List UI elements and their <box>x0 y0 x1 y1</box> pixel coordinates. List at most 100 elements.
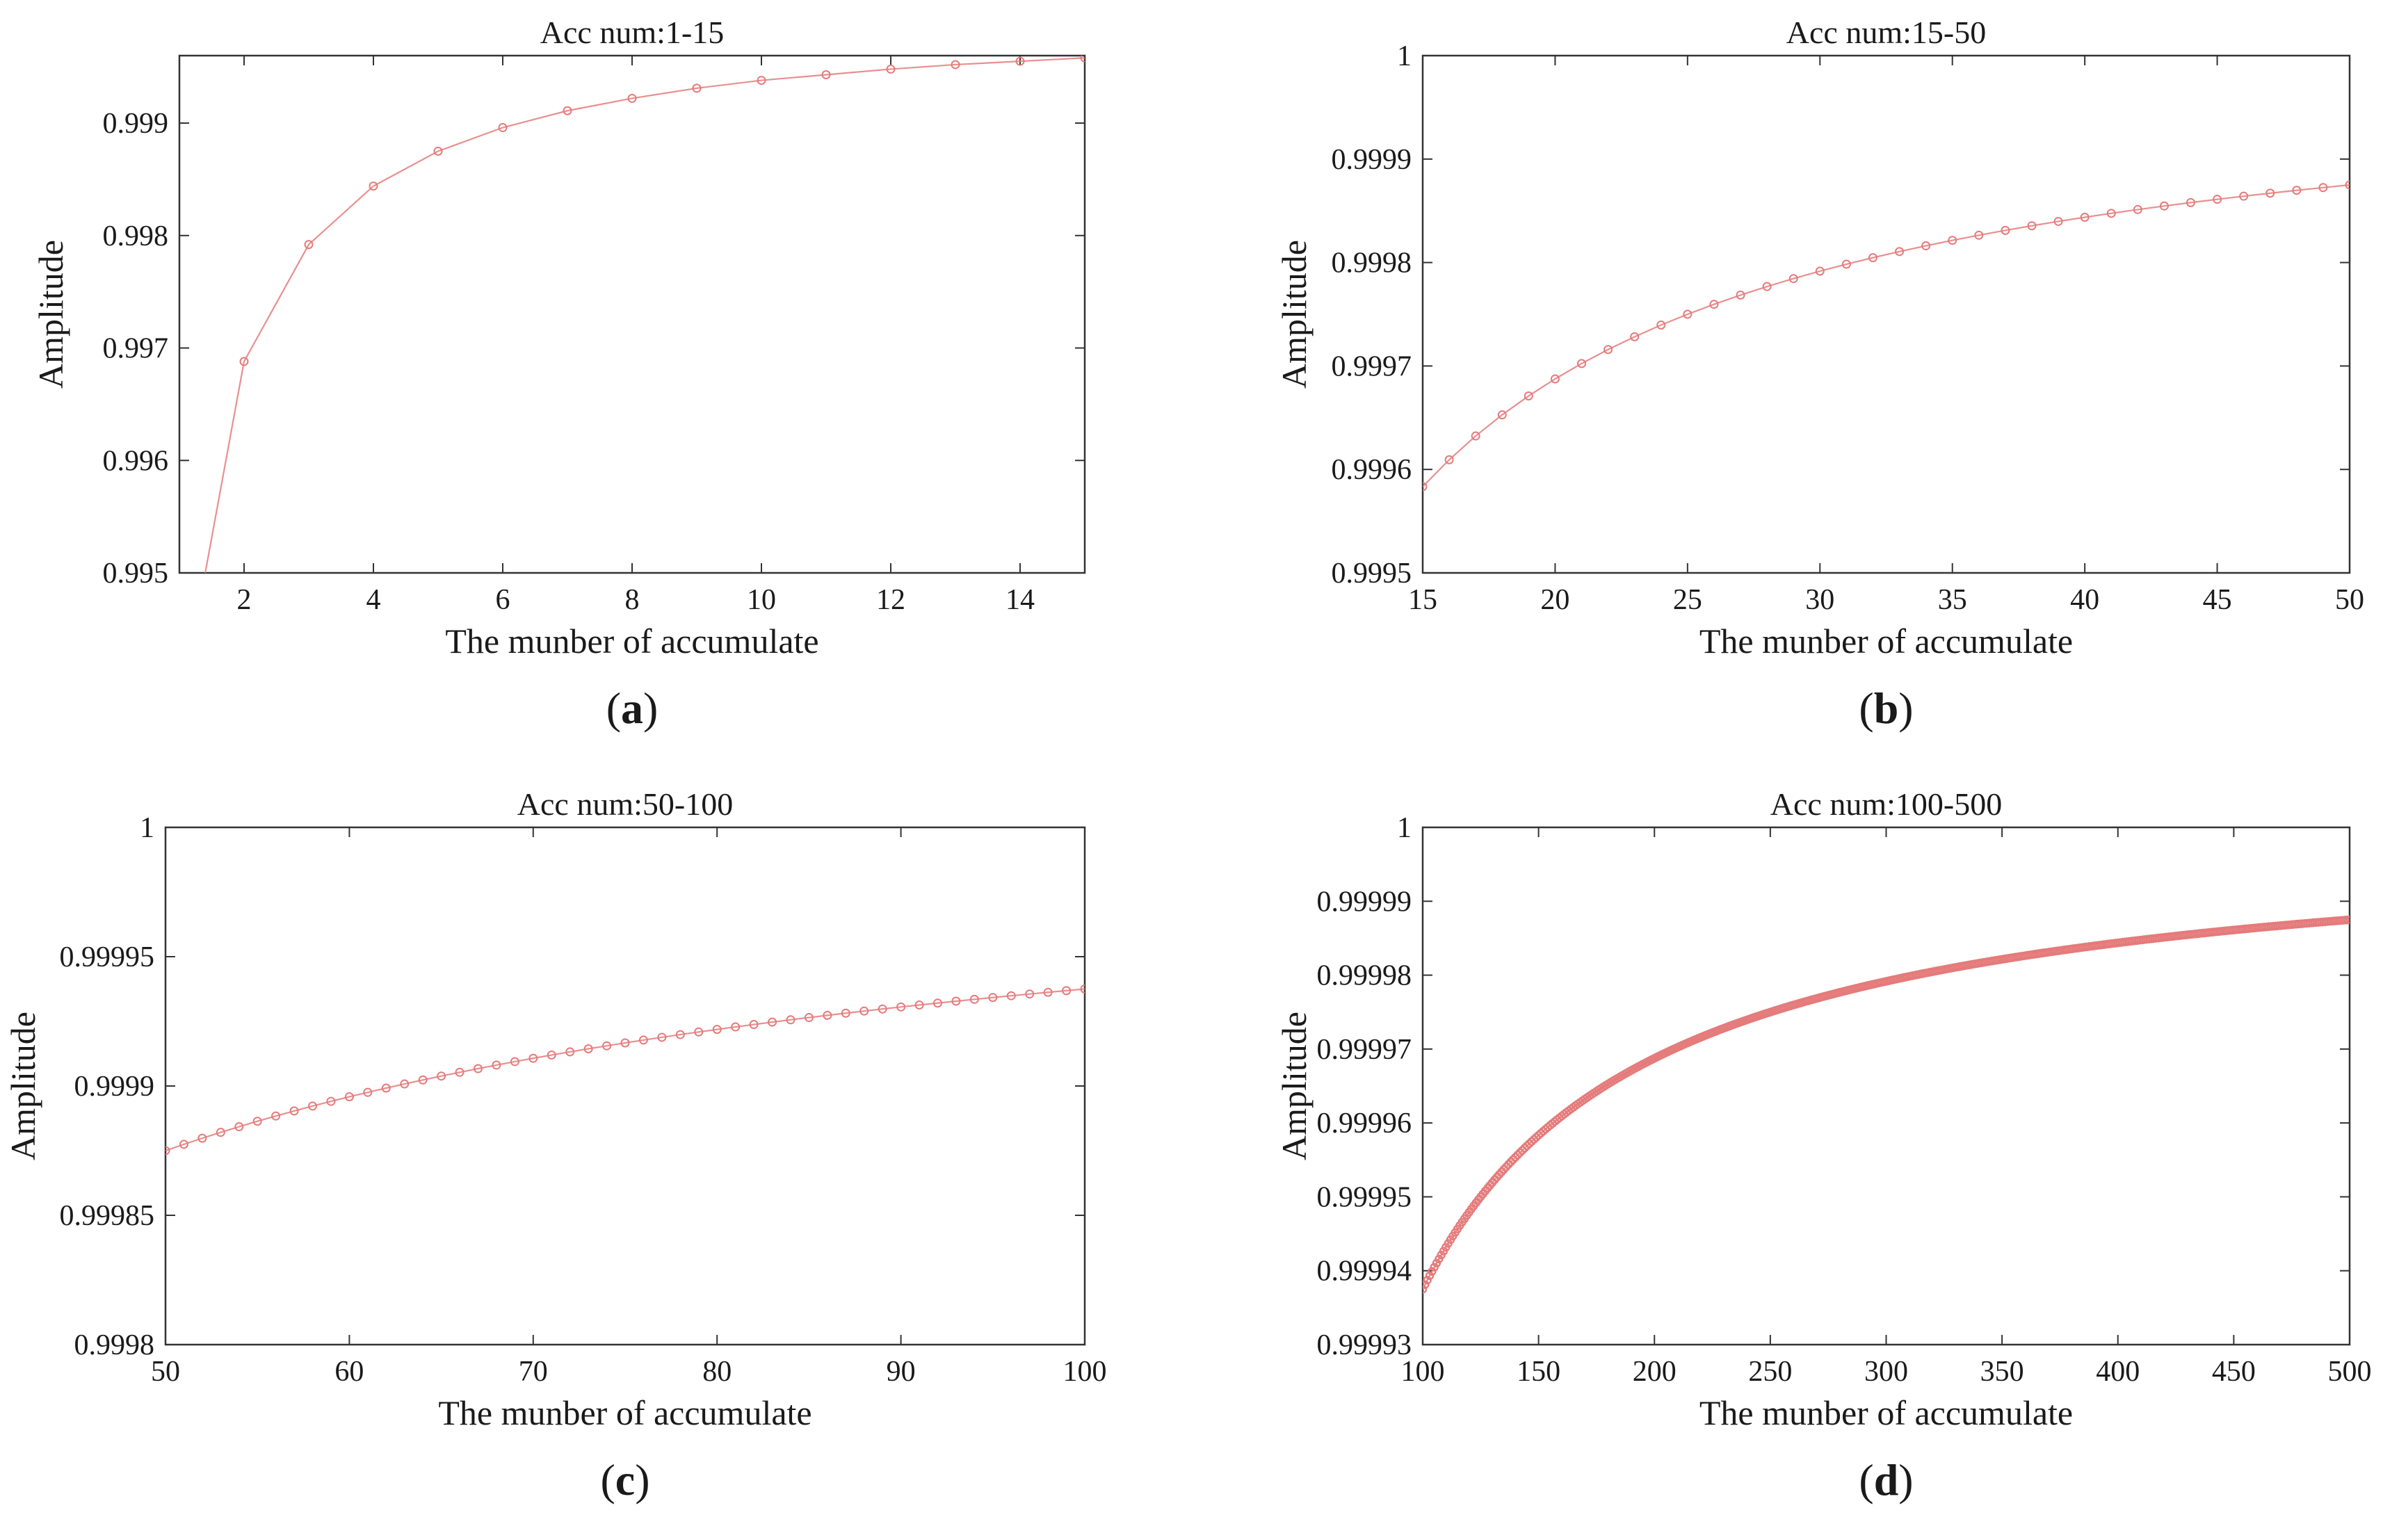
data-point <box>1080 984 1085 994</box>
y-tick-label: 0.9997 <box>1332 350 1412 382</box>
y-tick-label: 0.9999 <box>74 1071 155 1103</box>
data-point <box>176 710 184 718</box>
data-point <box>786 1015 795 1025</box>
series-line <box>1423 918 2350 1290</box>
data-point <box>197 1133 207 1143</box>
y-tick-label: 0.998 <box>103 220 169 252</box>
data-point <box>932 998 942 1008</box>
data-point <box>252 1117 262 1126</box>
data-point <box>1025 989 1035 999</box>
data-point <box>2159 201 2169 211</box>
data-point <box>2318 183 2328 193</box>
data-point <box>951 996 961 1006</box>
data-point <box>304 240 314 250</box>
data-point <box>694 1027 704 1037</box>
chart-title: Acc num:1-15 <box>540 15 724 50</box>
y-axis-label: Amplitude <box>31 240 70 389</box>
data-point <box>400 1079 410 1089</box>
y-tick-label: 1 <box>1397 40 1412 72</box>
data-point <box>1921 241 1931 251</box>
data-point <box>1504 1160 1513 1169</box>
data-point <box>1577 359 1587 368</box>
y-tick-label: 0.99997 <box>1317 1034 1412 1066</box>
data-point <box>1423 1285 1428 1294</box>
chart-title: Acc num:50-100 <box>517 786 733 822</box>
x-tick-label: 100 <box>1063 1356 1107 1388</box>
y-tick-label: 0.99998 <box>1317 960 1412 992</box>
data-point <box>1511 1153 1520 1162</box>
x-tick-label: 300 <box>1864 1356 1908 1388</box>
data-point <box>1425 1271 1435 1281</box>
data-point <box>1471 431 1480 441</box>
x-tick-label: 30 <box>1805 584 1834 616</box>
plot-frame <box>1421 54 2351 574</box>
x-tick-label: 15 <box>1408 584 1437 616</box>
data-point <box>492 1060 501 1070</box>
panel-label: (a) <box>606 683 659 733</box>
x-tick-label: 200 <box>1633 1356 1677 1388</box>
data-point <box>165 1146 170 1156</box>
data-point <box>914 1000 924 1010</box>
data-point <box>583 1044 593 1053</box>
y-tick-label: 0.99996 <box>1317 1108 1412 1140</box>
plot-area <box>1423 915 2350 1294</box>
data-point <box>2027 221 2037 231</box>
plot-frame <box>178 54 1086 574</box>
data-point <box>1841 259 1851 269</box>
data-point <box>179 1140 188 1149</box>
data-point <box>234 1122 244 1132</box>
data-point <box>878 1004 887 1014</box>
data-point <box>2345 180 2350 190</box>
y-axis-label: Amplitude <box>3 1012 42 1160</box>
x-axis-label: The munber of accumulate <box>438 1393 811 1432</box>
data-point <box>528 1053 538 1063</box>
x-tick-label: 350 <box>1980 1356 2024 1388</box>
chart-panel-c: 50 60 70 80 90 100 0.9998 0.99985 0.9999 0.99995 1… <box>3 786 1107 1505</box>
y-tick-label: 0.9995 <box>1332 558 1412 590</box>
data-point <box>602 1041 612 1051</box>
x-axis-label: The munber of accumulate <box>1699 622 2073 660</box>
data-point <box>1515 1148 1525 1158</box>
data-point <box>731 1022 741 1032</box>
data-point <box>1015 56 1025 66</box>
data-point <box>1062 986 1072 996</box>
data-point <box>216 1128 225 1137</box>
chart-panel-a: 2 4 6 8 10 12 14 0.995 0.996 0.997 0.998 0.999 Acc n… <box>31 15 1086 733</box>
y-tick-label: 0.9998 <box>74 1329 155 1361</box>
data-point <box>381 1083 391 1093</box>
x-tick-label: 90 <box>887 1356 916 1388</box>
data-point <box>344 1092 354 1101</box>
x-tick-label: 12 <box>876 584 905 616</box>
data-point <box>547 1050 556 1060</box>
data-point <box>437 1071 446 1081</box>
plot-frame <box>1421 826 2351 1346</box>
data-point <box>1527 1137 1536 1146</box>
data-point <box>859 1006 869 1016</box>
plot-frame <box>164 826 1086 1346</box>
data-point <box>2001 225 2010 235</box>
data-point <box>271 1111 281 1121</box>
y-tick-label: 0.9996 <box>1332 454 1412 486</box>
data-point <box>757 76 766 86</box>
plot-area <box>165 984 1085 1156</box>
data-point <box>2265 188 2275 198</box>
y-tick-label: 0.99995 <box>1317 1181 1412 1213</box>
panel-label: (c) <box>600 1455 649 1505</box>
data-point <box>2213 195 2222 204</box>
y-tick-label: 1 <box>140 812 154 844</box>
data-point <box>1529 1135 1539 1144</box>
data-point <box>510 1057 519 1067</box>
panel-label: (b) <box>1859 683 1913 733</box>
data-point <box>473 1064 483 1073</box>
data-point <box>749 1020 759 1030</box>
data-point <box>2345 915 2350 925</box>
data-point <box>896 1002 906 1012</box>
data-point <box>1948 236 1957 245</box>
data-point <box>1423 482 1428 492</box>
y-tick-label: 0.9999 <box>1332 144 1412 176</box>
y-tick-label: 0.99995 <box>60 941 155 973</box>
data-point <box>2292 186 2302 195</box>
x-tick-label: 45 <box>2203 584 2232 616</box>
data-point <box>620 1038 630 1048</box>
